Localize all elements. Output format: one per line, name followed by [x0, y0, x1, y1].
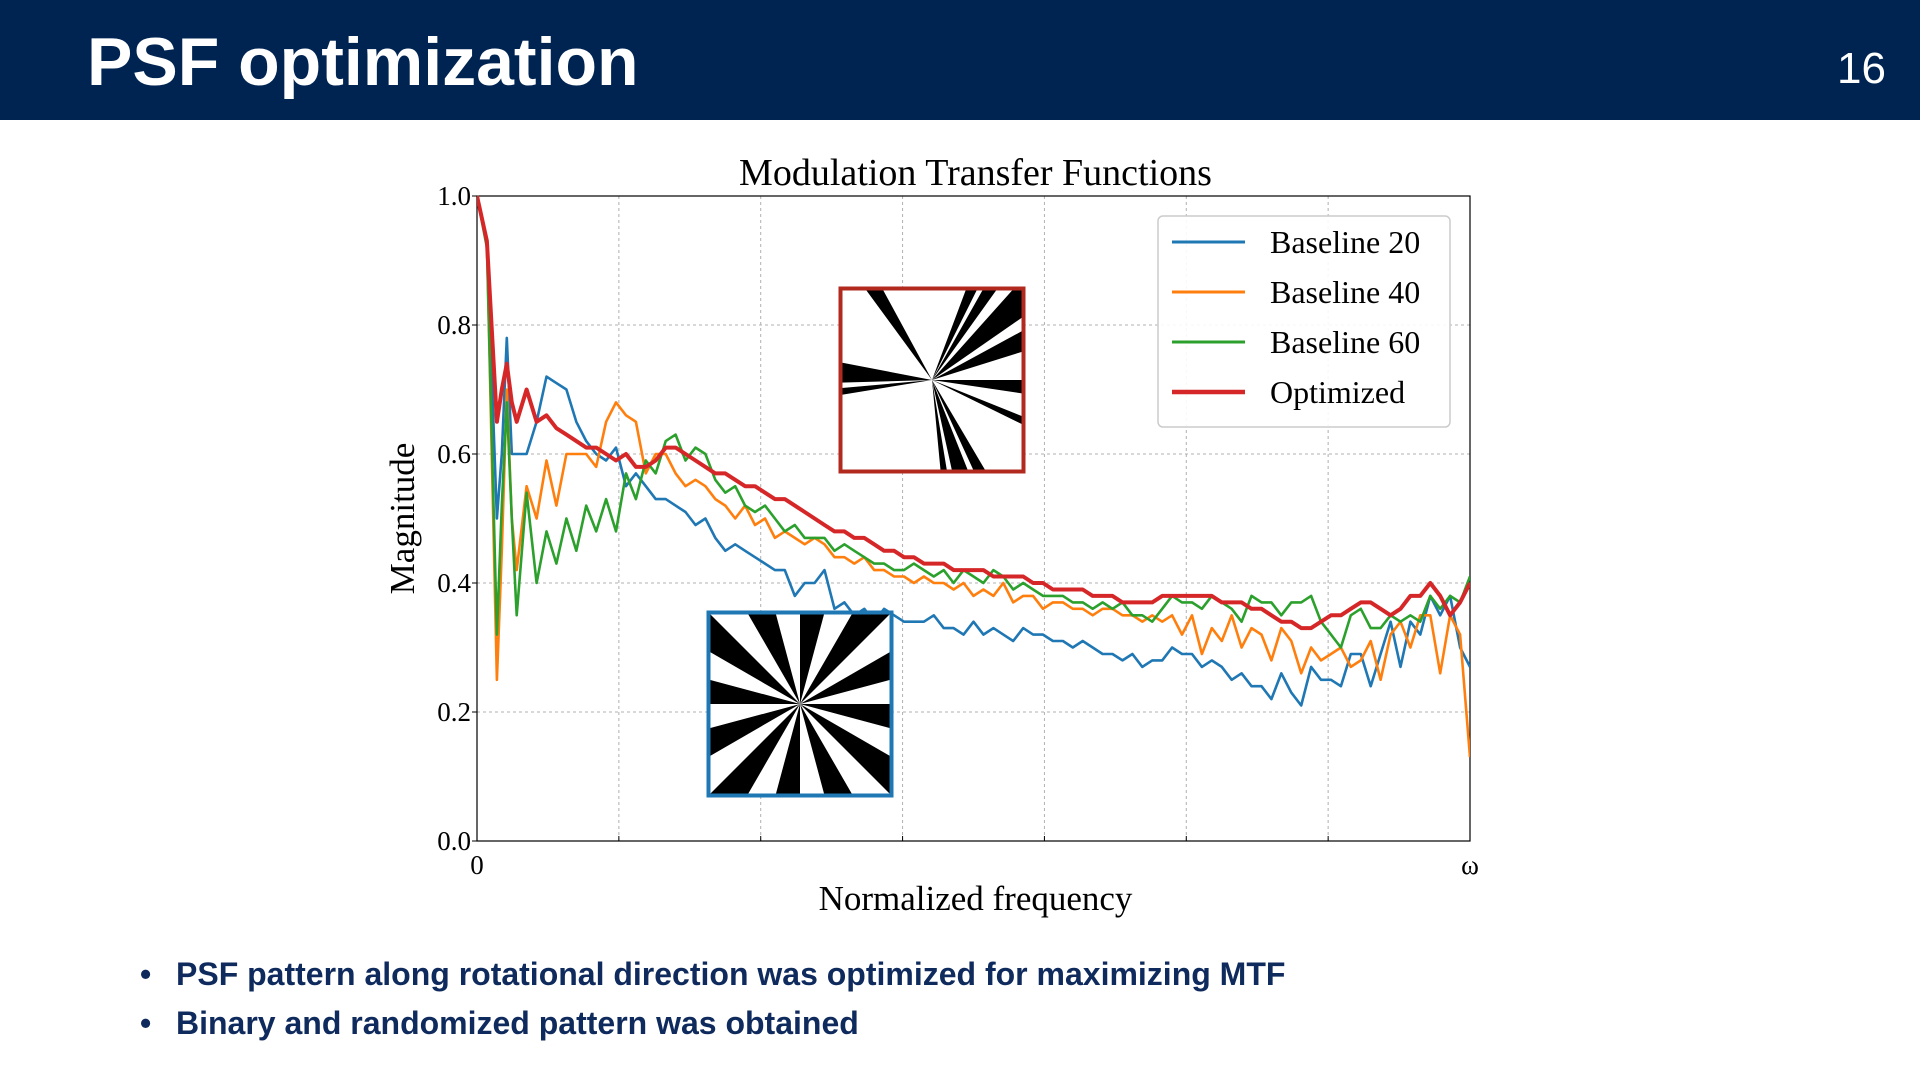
legend: Baseline 20 Baseline 40 Baseline 60 Optimiz… — [1157, 215, 1451, 428]
inset-optimized-pattern — [838, 286, 1026, 474]
inset-wedge — [800, 704, 892, 796]
mtf-chart: 0.0 0.2 0.4 0.6 0.8 1.0 0 ω Modulation Transfer … — [383, 152, 1479, 918]
y-tick-label: 1.0 — [437, 181, 471, 211]
inset-wedge — [840, 380, 932, 395]
inset-wedge — [800, 612, 825, 704]
inset-wedges — [840, 288, 1024, 472]
inset-border — [838, 286, 1026, 474]
slide-title: PSF optimization — [87, 24, 639, 100]
inset-wedge — [932, 380, 1024, 394]
bullet-text: PSF pattern along rotational direction w… — [176, 956, 1286, 992]
inset-wedge — [932, 288, 998, 380]
y-tick-label: 0.2 — [437, 697, 471, 727]
bullet-list: • PSF pattern along rotational direction … — [140, 950, 1285, 1048]
inset-border — [706, 610, 894, 798]
inset-wedge — [932, 288, 1024, 380]
y-tick-label: 0.0 — [437, 826, 471, 856]
series-line-baseline-40 — [477, 195, 1470, 758]
x-tick-label: ω — [1461, 850, 1479, 880]
x-axis-label: Normalized frequency — [819, 879, 1133, 918]
legend-label-optimized: Optimized — [1270, 374, 1405, 410]
inset-wedge — [800, 612, 892, 704]
legend-label-baseline-60: Baseline 60 — [1270, 324, 1420, 360]
inset-wedges — [708, 612, 892, 796]
chart-title: Modulation Transfer Functions — [739, 152, 1212, 194]
inset-wedge — [800, 704, 892, 729]
series-line-optimized — [477, 195, 1470, 631]
inset-wedge — [708, 679, 800, 704]
inset-wedge — [840, 362, 932, 383]
y-tick-label: 0.6 — [437, 439, 471, 469]
inset-wedge — [708, 612, 800, 704]
inset-wedge — [775, 704, 800, 796]
legend-label-baseline-20: Baseline 20 — [1270, 224, 1420, 260]
x-tick-label: 0 — [470, 850, 484, 880]
inset-wedge — [932, 380, 948, 472]
y-tick-label: 0.4 — [437, 568, 471, 598]
inset-wedge — [708, 704, 800, 757]
series-line-baseline-20 — [477, 195, 1470, 707]
plot-frame — [476, 195, 1471, 842]
inset-wedge — [932, 288, 978, 380]
slide-header: PSF optimization 16 — [0, 0, 1920, 120]
inset-wedge — [747, 612, 800, 704]
inset-baseline-pattern — [706, 610, 894, 798]
inset-wedge — [932, 380, 969, 472]
inset-wedge — [708, 704, 800, 796]
inset-wedge — [932, 380, 1024, 425]
bullet-text: Binary and randomized pattern was obtain… — [176, 1005, 859, 1041]
legend-label-baseline-40: Baseline 40 — [1270, 274, 1420, 310]
inset-wedge — [864, 288, 932, 380]
inset-wedge — [800, 651, 892, 704]
y-axis-label: Magnitude — [383, 443, 422, 595]
legend-box — [1157, 215, 1451, 428]
inset-wedge — [800, 704, 853, 796]
bullet-item: • Binary and randomized pattern was obtai… — [140, 1005, 859, 1041]
inset-wedge — [932, 380, 986, 472]
inset-wedge — [932, 330, 1024, 380]
page-number: 16 — [1837, 44, 1886, 93]
bullet-item: • PSF pattern along rotational direction … — [140, 956, 1286, 992]
y-tick-label: 0.8 — [437, 310, 471, 340]
